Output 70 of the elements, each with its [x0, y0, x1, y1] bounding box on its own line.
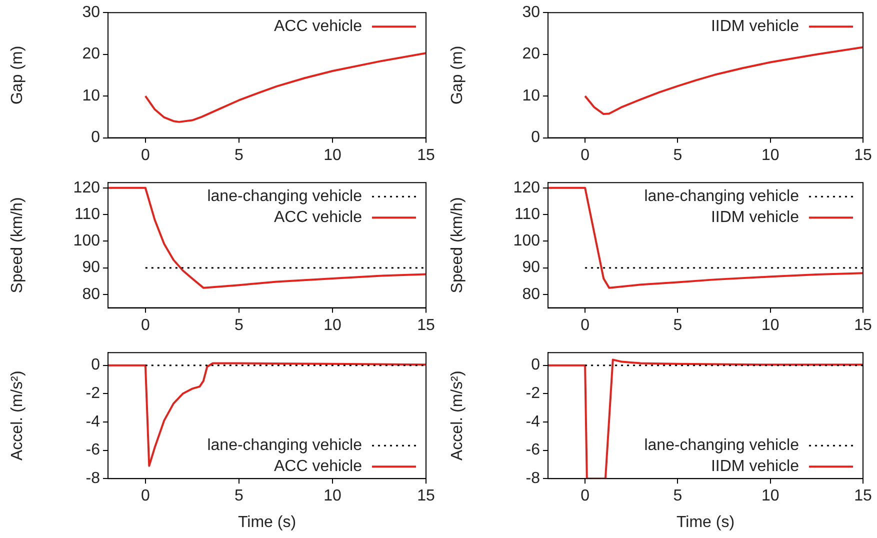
y-tick-label: -8: [86, 470, 100, 488]
x-tick-label: 5: [673, 316, 682, 334]
y-tick-label: 30: [522, 4, 540, 22]
x-tick-label: 5: [673, 146, 682, 164]
x-tick-label: 15: [854, 316, 872, 334]
y-tick-label: -4: [526, 413, 540, 430]
y-tick-label: -2: [526, 385, 540, 402]
y-tick-label: 110: [514, 206, 540, 223]
y-tick-label: -4: [86, 413, 100, 430]
legend-label: ACC vehicle: [274, 18, 362, 36]
y-tick-label: -8: [526, 470, 540, 488]
y-tick-label: -6: [86, 442, 100, 459]
legend-label: IIDM vehicle: [710, 458, 800, 476]
x-tick-label: 0: [140, 146, 150, 164]
legend-label: IIDM vehicle: [710, 209, 800, 226]
x-tick-label: 10: [761, 146, 780, 164]
y-tick-label: 20: [522, 46, 540, 63]
y-axis-title: Accel. (m/s²): [9, 370, 26, 460]
legend-label: lane-changing vehicle: [207, 188, 362, 206]
y-tick-label: 100: [513, 232, 540, 250]
y-axis-title: Accel. (m/s²): [449, 370, 466, 460]
x-tick-label: 15: [854, 488, 872, 505]
y-tick-label: 80: [522, 286, 540, 303]
y-tick-label: 120: [73, 179, 100, 196]
x-tick-label: 10: [761, 488, 780, 505]
x-tick-label: 15: [417, 316, 435, 334]
y-tick-label: 90: [82, 259, 100, 276]
y-tick-label: 10: [82, 87, 100, 104]
y-axis-title: Gap (m): [9, 46, 26, 105]
x-tick-label: 0: [140, 316, 150, 334]
x-tick-label: 10: [761, 316, 780, 334]
x-tick-label: 0: [140, 488, 150, 505]
x-tick-label: 5: [673, 488, 682, 505]
y-axis-title: Speed (km/h): [449, 197, 466, 294]
y-axis-title: Gap (m): [449, 46, 466, 105]
x-tick-label: 10: [324, 488, 342, 505]
y-tick-label: 0: [531, 356, 540, 374]
x-tick-label: 0: [580, 146, 590, 164]
y-tick-label: 20: [82, 46, 100, 63]
x-tick-label: 15: [417, 488, 435, 505]
y-tick-label: 100: [73, 232, 100, 250]
legend-label: IIDM vehicle: [710, 18, 800, 36]
legend-label: lane-changing vehicle: [644, 188, 800, 206]
x-tick-label: 0: [580, 316, 590, 334]
y-tick-label: 30: [82, 4, 100, 22]
x-tick-label: 15: [417, 146, 435, 164]
x-tick-label: 10: [324, 146, 342, 164]
x-tick-label: 5: [234, 146, 244, 164]
legend-label: lane-changing vehicle: [207, 437, 362, 454]
y-tick-label: -6: [526, 442, 540, 459]
x-tick-label: 15: [854, 146, 872, 164]
y-tick-label: 0: [91, 356, 100, 374]
y-tick-label: 120: [513, 179, 540, 196]
x-axis-title: Time (s): [676, 514, 735, 531]
y-axis-title: Speed (km/h): [9, 197, 26, 294]
x-tick-label: 5: [234, 316, 244, 334]
y-tick-label: 10: [522, 87, 540, 104]
x-tick-label: 5: [234, 488, 244, 505]
legend-label: ACC vehicle: [274, 458, 362, 476]
y-tick-label: 80: [82, 286, 100, 303]
legend-label: ACC vehicle: [274, 209, 362, 226]
y-tick-label: 90: [522, 259, 540, 276]
y-tick-label: 0: [531, 129, 540, 146]
y-tick-label: 0: [91, 129, 100, 146]
x-axis-title: Time (s): [238, 514, 296, 531]
x-tick-label: 0: [580, 488, 590, 505]
x-tick-label: 10: [324, 316, 342, 334]
y-tick-label: -2: [86, 385, 100, 402]
legend-label: lane-changing vehicle: [644, 437, 800, 454]
y-tick-label: 110: [74, 206, 100, 223]
